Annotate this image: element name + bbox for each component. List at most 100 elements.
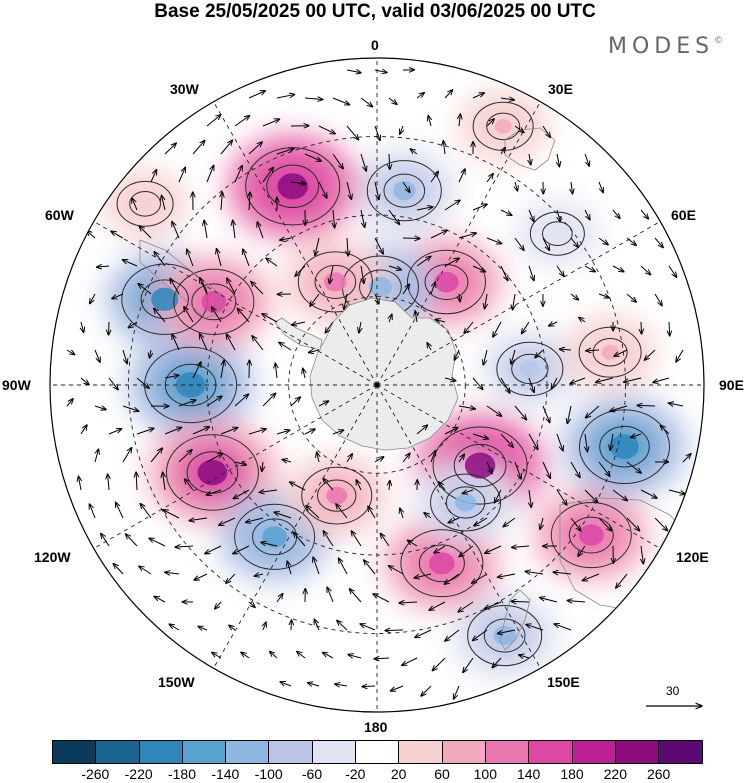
colorbar-swatch-4 bbox=[226, 741, 270, 763]
colorbar-swatch-6 bbox=[312, 741, 357, 763]
wind-arrow-258 bbox=[598, 461, 610, 476]
wind-arrow-237 bbox=[610, 433, 613, 450]
anomaly-contour-17-1 bbox=[297, 251, 373, 313]
wind-arrow-94 bbox=[542, 237, 549, 250]
wind-arrow-88 bbox=[374, 237, 383, 254]
wind-arrow-79 bbox=[111, 231, 124, 239]
wind-arrow-130 bbox=[375, 293, 379, 304]
wind-arrow-44 bbox=[206, 165, 214, 183]
wind-arrow-277 bbox=[494, 489, 502, 503]
wind-arrow-292 bbox=[306, 506, 320, 519]
colorbar-tick-label: 260 bbox=[646, 766, 671, 782]
wind-arrow-284 bbox=[89, 504, 96, 519]
wind-arrow-266 bbox=[184, 479, 194, 491]
wind-arrow-110 bbox=[416, 256, 431, 267]
wind-arrow-67 bbox=[360, 209, 365, 228]
wind-arrow-228 bbox=[304, 429, 315, 435]
wind-arrow-198 bbox=[596, 377, 614, 382]
wind-arrow-270 bbox=[289, 482, 306, 491]
wind-arrow-259 bbox=[626, 461, 641, 473]
longitude-label-90w: 90W bbox=[2, 377, 31, 393]
wind-arrow-158 bbox=[549, 322, 558, 326]
wind-arrow-165 bbox=[122, 349, 127, 364]
brand-mark: © bbox=[714, 36, 724, 46]
wind-arrow-314 bbox=[351, 531, 362, 547]
wind-arrow-381 bbox=[374, 658, 390, 659]
anomaly-contour-18-1 bbox=[173, 268, 255, 335]
wind-arrow-51 bbox=[402, 181, 410, 192]
anomaly-core-14 bbox=[393, 181, 416, 201]
wind-arrow-341 bbox=[553, 572, 572, 574]
wind-vectors bbox=[66, 70, 691, 699]
wind-arrow-86 bbox=[315, 237, 320, 256]
wind-arrow-386 bbox=[519, 655, 530, 658]
wind-arrow-361 bbox=[198, 626, 208, 630]
anomaly-core-16 bbox=[277, 173, 308, 200]
wind-arrow-32 bbox=[332, 153, 343, 169]
wind-arrow-174 bbox=[454, 349, 460, 360]
colorbar-swatch-10 bbox=[485, 741, 530, 763]
wind-arrow-286 bbox=[140, 504, 152, 519]
wind-arrow-201 bbox=[66, 399, 73, 407]
wind-arrow-4 bbox=[276, 94, 295, 99]
anomaly-core-11 bbox=[520, 360, 540, 378]
wind-arrow-309 bbox=[205, 545, 222, 554]
wind-arrow-28 bbox=[220, 140, 232, 155]
wind-arrow-366 bbox=[337, 620, 348, 631]
wind-arrow-27 bbox=[192, 140, 205, 155]
anomaly-contour-17-0 bbox=[314, 264, 357, 299]
wind-arrow-273 bbox=[389, 480, 390, 491]
wind-arrow-45 bbox=[234, 166, 242, 183]
new-zealand-coast bbox=[499, 589, 531, 651]
wind-arrow-363 bbox=[263, 622, 266, 631]
wind-arrow-330 bbox=[254, 574, 264, 576]
wind-arrow-281 bbox=[612, 489, 627, 501]
wind-arrow-392 bbox=[421, 685, 432, 696]
wind-arrow-42 bbox=[150, 170, 157, 183]
wind-arrow-40 bbox=[557, 153, 559, 167]
longitude-label-60e: 60E bbox=[671, 207, 696, 223]
wind-arrow-70 bbox=[444, 200, 460, 211]
wind-arrow-163 bbox=[66, 350, 75, 355]
wind-arrow-184 bbox=[108, 377, 118, 390]
wind-arrow-382 bbox=[402, 657, 418, 665]
wind-arrow-38 bbox=[501, 148, 505, 155]
wind-arrow-301 bbox=[570, 517, 581, 531]
anomaly-core-19 bbox=[494, 119, 512, 134]
wind-arrow-13 bbox=[206, 115, 221, 127]
wind-arrow-162 bbox=[669, 321, 670, 336]
wind-arrow-267 bbox=[206, 489, 222, 495]
wind-arrow-369 bbox=[415, 629, 432, 638]
wind-arrow-59 bbox=[132, 198, 138, 211]
wind-arrow-128 bbox=[310, 293, 320, 306]
colorbar-swatch-3 bbox=[182, 741, 227, 763]
meridian-240 bbox=[93, 384, 378, 549]
wind-arrow-23 bbox=[486, 119, 494, 127]
colorbar-swatch-7 bbox=[356, 741, 400, 763]
colorbar-tick-label: -220 bbox=[124, 766, 153, 782]
wind-arrow-50 bbox=[374, 181, 379, 200]
wind-arrow-319 bbox=[485, 545, 502, 553]
anomaly-contour-9-0 bbox=[453, 443, 507, 488]
wind-arrow-246 bbox=[262, 461, 263, 472]
wind-arrow-77 bbox=[640, 209, 649, 219]
wind-arrow-257 bbox=[570, 461, 580, 478]
wind-arrow-298 bbox=[474, 517, 488, 526]
wind-arrow-39 bbox=[529, 153, 531, 165]
wind-arrow-233 bbox=[500, 433, 513, 447]
wind-arrow-291 bbox=[274, 512, 292, 519]
anomaly-contour-16-0 bbox=[266, 164, 320, 209]
map-border bbox=[49, 57, 705, 713]
wind-arrow-135 bbox=[512, 293, 515, 310]
wind-arrow-389 bbox=[335, 684, 348, 686]
wind-arrow-304 bbox=[654, 517, 668, 531]
wind-arrow-320 bbox=[511, 546, 530, 547]
wind-arrow-250 bbox=[374, 457, 384, 463]
anomaly-contour-7-1 bbox=[550, 501, 632, 569]
wind-arrow-322 bbox=[578, 545, 586, 556]
wind-arrow-25 bbox=[542, 125, 550, 138]
wind-arrow-139 bbox=[626, 293, 636, 302]
anomaly-core-15 bbox=[368, 277, 393, 297]
wind-arrow-181 bbox=[644, 349, 656, 360]
wind-arrow-336 bbox=[414, 573, 432, 578]
